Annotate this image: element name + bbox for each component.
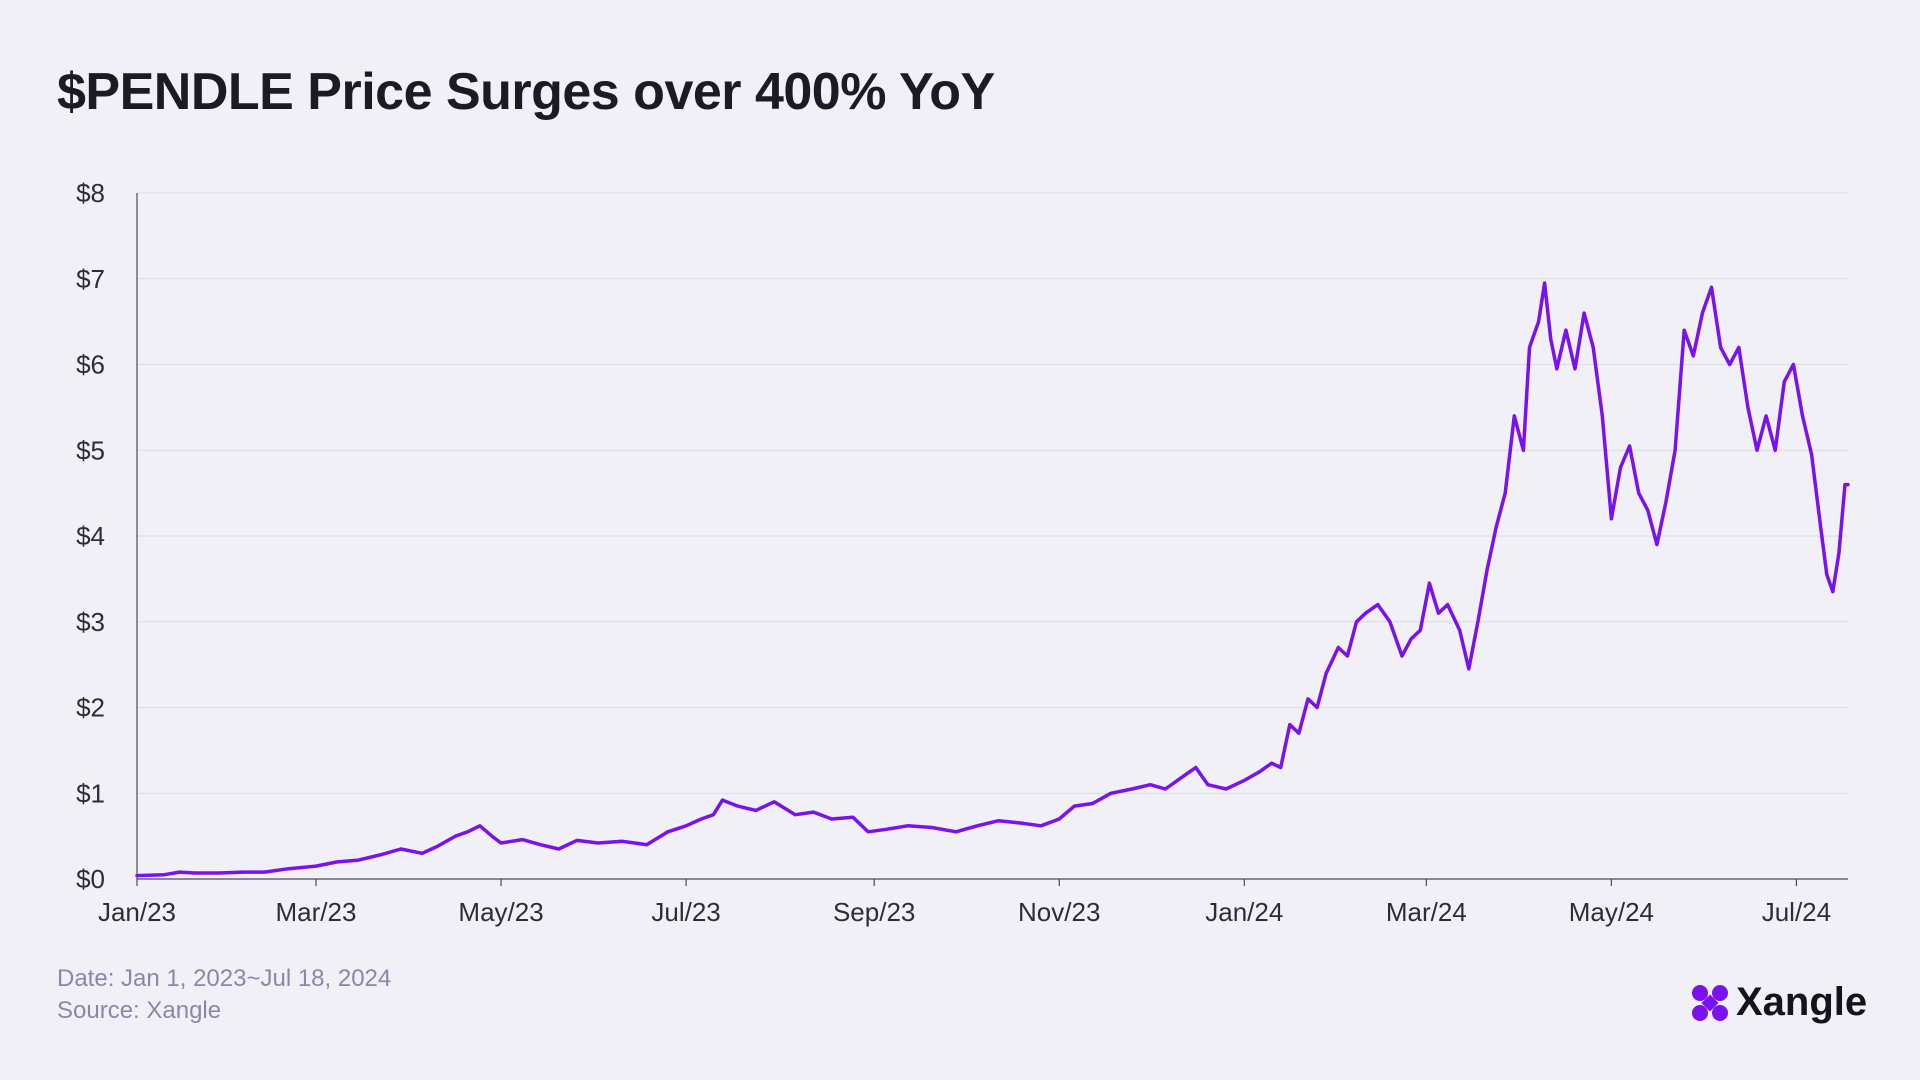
x-tick-label: Jul/23 <box>651 897 720 927</box>
x-tick-label: Sep/23 <box>833 897 915 927</box>
y-tick-label: $8 <box>76 178 105 208</box>
y-tick-label: $6 <box>76 350 105 380</box>
x-tick-label: Jan/23 <box>98 897 176 927</box>
gridlines <box>137 192 1848 794</box>
chart-footer: Date: Jan 1, 2023~Jul 18, 2024 Source: X… <box>57 963 391 1027</box>
x-tick-label: May/23 <box>458 897 543 927</box>
x-tick-label: Nov/23 <box>1018 897 1100 927</box>
source-note: Source: Xangle <box>57 997 222 1024</box>
x-tick-label: Jul/24 <box>1762 897 1831 927</box>
x-tick-label: Mar/24 <box>1386 897 1467 927</box>
y-tick-label: $2 <box>76 693 105 723</box>
y-tick-label: $5 <box>76 435 105 465</box>
axes <box>136 193 1848 880</box>
brand-logo: Xangle <box>1690 980 1867 1025</box>
y-axis-ticks: $0 $1 $2 $3 $4 $5 $6 $7 $8 <box>76 178 105 894</box>
x-tick-label: May/24 <box>1569 897 1654 927</box>
series-layer <box>135 281 1850 878</box>
chart-title: $PENDLE Price Surges over 400% YoY <box>57 63 995 121</box>
brand-name: Xangle <box>1736 980 1868 1024</box>
price-series-line <box>135 281 1850 878</box>
date-range-note: Date: Jan 1, 2023~Jul 18, 2024 <box>57 965 392 992</box>
y-tick-label: $3 <box>76 607 105 637</box>
x-tick-label: Jan/24 <box>1205 897 1283 927</box>
x-tick-label: Mar/23 <box>276 897 357 927</box>
xangle-logo-icon <box>1692 984 1728 1021</box>
y-tick-label: $0 <box>76 864 105 894</box>
y-tick-label: $4 <box>76 521 105 551</box>
y-tick-label: $1 <box>76 778 105 808</box>
y-tick-label: $7 <box>76 264 105 294</box>
x-axis-ticks: Jan/23 Mar/23 May/23 Jul/23 Sep/23 Nov/23 Jan/… <box>98 879 1831 927</box>
